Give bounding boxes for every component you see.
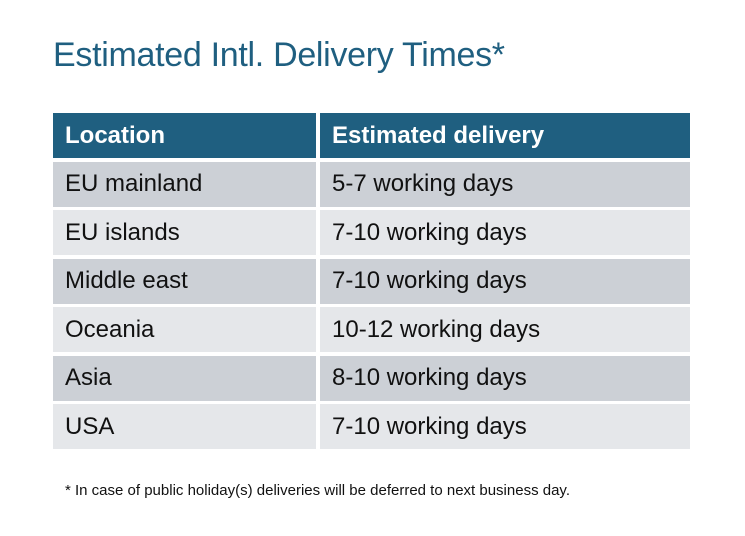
table-cell-location: EU islands: [53, 210, 316, 255]
header-estimated-delivery: Estimated delivery: [320, 113, 690, 158]
table-cell-location: Middle east: [53, 258, 316, 304]
header-location: Location: [53, 113, 316, 158]
table-cell-location: USA: [53, 404, 316, 449]
table-cell-delivery: 7-10 working days: [320, 404, 690, 449]
footnote: * In case of public holiday(s) deliverie…: [65, 482, 570, 499]
delivery-table: Location Estimated delivery EU mainland …: [53, 113, 690, 449]
table-cell-delivery: 10-12 working days: [320, 307, 690, 352]
table-cell-location: Asia: [53, 355, 316, 401]
table-cell-location: EU mainland: [53, 161, 316, 207]
table-cell-delivery: 7-10 working days: [320, 210, 690, 255]
table-cell-delivery: 5-7 working days: [320, 161, 690, 207]
table-cell-location: Oceania: [53, 307, 316, 352]
table-cell-delivery: 7-10 working days: [320, 258, 690, 304]
page-title: Estimated Intl. Delivery Times*: [53, 36, 505, 74]
table-cell-delivery: 8-10 working days: [320, 355, 690, 401]
